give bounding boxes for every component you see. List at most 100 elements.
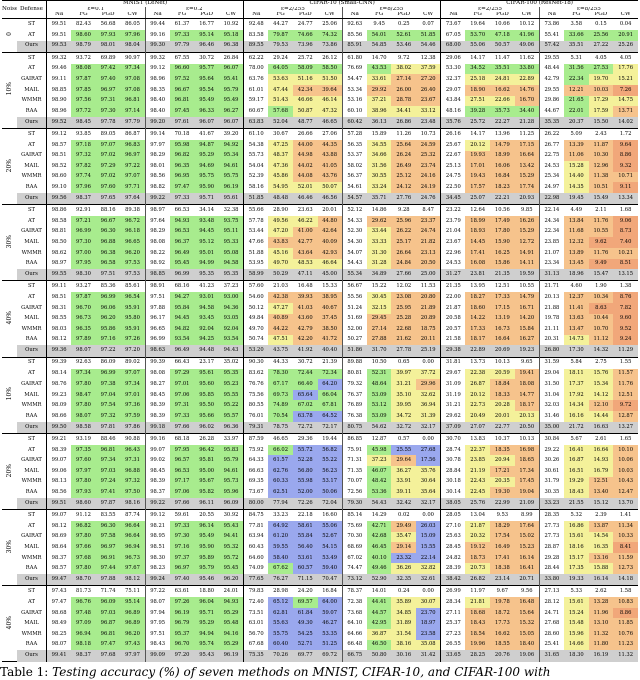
value-cell: 75.91: [341, 444, 367, 456]
value-cell: 54.25: [292, 629, 318, 640]
value-cell: 4.05: [619, 54, 632, 61]
value-cell: 8.41: [613, 542, 638, 553]
defense-name: RAA: [25, 412, 38, 419]
value-cell: 55.41: [538, 29, 564, 41]
value-cell: 12.87: [371, 435, 387, 442]
value-cell: 20.01: [490, 411, 515, 422]
value-cell: 40.10: [366, 552, 392, 564]
value-cell: 31.21: [440, 400, 466, 411]
value-cell: 8.51: [613, 258, 638, 270]
value-cell: 72.26: [292, 497, 318, 510]
value-cell: 38.96: [366, 106, 392, 117]
value-cell: 13.83: [470, 435, 486, 442]
metric-header: CW: [120, 12, 146, 19]
value-cell: 63.78: [292, 411, 318, 422]
value-cell: 57.68: [268, 106, 293, 117]
value-cell: 97.87: [95, 497, 121, 510]
value-cell: 26.12: [322, 54, 338, 61]
value-cell: 15.28: [563, 161, 589, 172]
value-cell: 96.57: [169, 455, 195, 467]
value-cell: 35.76: [416, 466, 441, 477]
value-cell: 60.67: [243, 106, 269, 117]
value-cell: 2.43: [595, 130, 607, 137]
value-cell: 74.89: [268, 400, 293, 411]
value-cell: 96.20: [218, 574, 244, 586]
value-cell: 29.62: [440, 411, 466, 422]
value-cell: 44.57: [366, 607, 392, 619]
value-cell: 53.44: [243, 226, 269, 238]
value-cell: 94.61: [218, 466, 244, 477]
value-cell: 2.61: [595, 435, 607, 442]
value-cell: 25.37: [440, 618, 466, 630]
value-cell: 98.12: [120, 574, 146, 586]
value-cell: 44.98: [292, 150, 318, 162]
value-cell: 98.60: [46, 171, 72, 183]
value-cell: 94.93: [218, 597, 244, 608]
value-cell: 56.37: [341, 171, 367, 183]
table-row: MAIL 98.85 97.85 96.97 97.08 98.35 96.67 95.54 9…: [2, 84, 638, 96]
value-cell: 16.51: [563, 466, 589, 477]
value-cell: 96.60: [169, 63, 195, 75]
value-cell: 96.02: [194, 421, 219, 434]
value-cell: 22.67: [440, 150, 466, 162]
value-cell: 12.51: [588, 476, 614, 488]
value-cell: 31.39: [416, 411, 441, 422]
value-cell: 5.33: [570, 588, 583, 595]
value-cell: 98.66: [46, 411, 72, 422]
value-cell: 54.15: [317, 542, 343, 553]
value-cell: 11.62: [519, 54, 535, 61]
value-cell: 18.17: [514, 400, 540, 411]
value-cell: 95.35: [218, 269, 244, 281]
value-cell: 11.23: [613, 639, 638, 651]
table-row: MAIL 99.23 98.47 97.04 97.01 98.45 97.06 95.85 9…: [2, 389, 638, 401]
value-cell: 27.14: [391, 74, 417, 85]
value-cell: 8.86: [613, 607, 638, 619]
value-cell: 97.95: [169, 444, 195, 456]
value-cell: 78.00: [243, 63, 269, 75]
value-cell: 30.72: [199, 54, 215, 61]
value-cell: 58.61: [292, 521, 318, 532]
value-cell: 18.84: [490, 379, 515, 390]
value-cell: 31.27: [440, 269, 466, 281]
value-cell: 97.80: [71, 476, 96, 488]
value-cell: 24.81: [490, 74, 515, 85]
value-cell: 95.83: [218, 444, 244, 456]
value-cell: 98.51: [46, 292, 72, 303]
value-cell: 35.51: [490, 63, 515, 75]
value-cell: 95.32: [218, 542, 244, 553]
value-cell: 98.50: [46, 237, 72, 248]
table-row: AT 98.12 96.82 96.30 96.64 98.21 97.33 96.14 95.…: [2, 521, 638, 532]
value-cell: 95.81: [194, 455, 219, 467]
value-cell: 95.71: [194, 192, 219, 205]
value-cell: 2.75: [595, 359, 607, 366]
value-cell: 97.60: [95, 182, 121, 193]
value-cell: 11.68: [563, 226, 589, 238]
value-cell: 99.23: [46, 389, 72, 401]
value-cell: 18.68: [465, 607, 491, 619]
value-cell: 96.35: [71, 324, 96, 335]
epsilon-header: ε=0.1: [46, 6, 146, 13]
value-cell: 19.64: [470, 20, 486, 27]
value-cell: 77.81: [243, 521, 269, 532]
value-cell: 36.94: [416, 400, 441, 411]
value-cell: 98.90: [46, 95, 72, 107]
value-cell: 49.70: [243, 324, 269, 335]
value-cell: 28.45: [440, 542, 466, 553]
value-cell: 8.76: [613, 292, 638, 303]
value-cell: 16.60: [322, 511, 338, 518]
defense-name: WMMR: [21, 478, 42, 485]
value-cell: 97.53: [120, 258, 146, 270]
defense-name: ST: [27, 207, 35, 214]
value-cell: 10.13: [519, 435, 535, 442]
noise-column-header: Noise: [2, 0, 17, 19]
value-cell: 39.93: [292, 292, 318, 303]
value-cell: 19.45: [563, 192, 589, 205]
value-cell: 95.45: [218, 563, 244, 575]
value-cell: 65.12: [268, 597, 293, 608]
value-cell: 34.55: [366, 139, 392, 151]
value-cell: 97.61: [169, 116, 195, 129]
value-cell: 21.81: [465, 597, 491, 608]
value-cell: 14.17: [470, 130, 486, 137]
value-cell: 26.84: [223, 54, 239, 61]
value-cell: 26.28: [199, 435, 215, 442]
